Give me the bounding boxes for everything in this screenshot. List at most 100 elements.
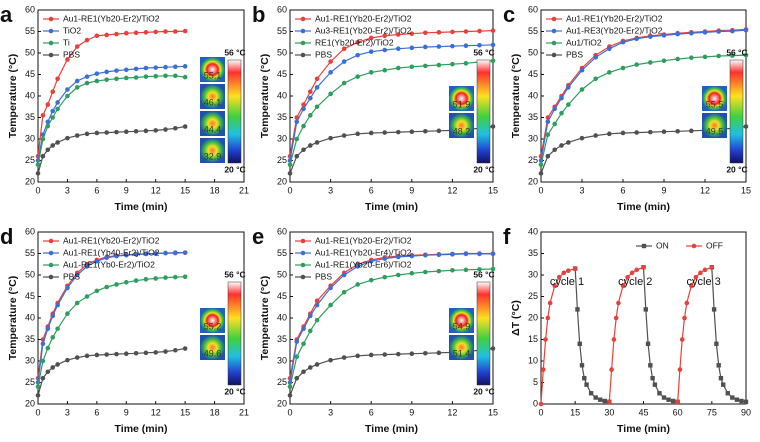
series-line <box>289 60 494 165</box>
data-point <box>490 251 496 257</box>
data-point <box>718 376 724 381</box>
data-point <box>123 252 129 258</box>
data-point <box>538 162 544 168</box>
x-tick-label: 15 <box>741 185 751 195</box>
x-tick-label: 15 <box>570 407 580 417</box>
y-tick-label: 50 <box>25 269 35 279</box>
data-point <box>114 253 119 259</box>
data-point <box>714 341 719 346</box>
data-point <box>123 129 129 134</box>
thermal-image-label: 54.9 <box>453 321 471 331</box>
legend-marker <box>551 28 557 34</box>
x-tick-label: 6 <box>620 185 625 195</box>
data-point <box>153 73 159 79</box>
data-point <box>50 115 56 120</box>
legend-label: Ti <box>63 37 70 47</box>
data-point <box>65 57 70 62</box>
data-point <box>94 352 100 358</box>
y-axis-label: Temperature (°C) <box>7 54 19 139</box>
x-tick-label: 9 <box>409 185 414 195</box>
legend-marker <box>48 250 54 256</box>
thermal-image <box>200 308 225 333</box>
data-point <box>328 59 333 64</box>
thermal-image <box>200 335 225 360</box>
y-tick-label: 30 <box>25 355 35 365</box>
thermal-image <box>200 111 225 136</box>
x-tick-label: 60 <box>673 407 683 417</box>
data-point <box>368 70 374 75</box>
colorbar-label: 20 °C <box>726 164 747 174</box>
data-point <box>294 354 300 360</box>
data-point <box>368 130 374 136</box>
data-point <box>153 29 159 35</box>
y-tick-label: 60 <box>277 226 287 236</box>
data-point <box>721 382 726 387</box>
data-point <box>40 153 46 159</box>
data-point <box>368 352 374 358</box>
y-tick-label: 20 <box>528 176 538 186</box>
legend-label: PBS <box>315 49 332 59</box>
data-point <box>689 55 694 61</box>
data-point <box>463 61 469 66</box>
thermal-image-label: 44.4 <box>204 124 222 134</box>
panel-label: c <box>503 2 515 27</box>
data-point <box>40 136 46 142</box>
colorbar-label: 20 °C <box>224 386 245 396</box>
legend-label: Au1-RE1(Yb40-Er2)/TiO2 <box>63 247 160 257</box>
data-point <box>409 351 415 356</box>
series-line <box>37 252 186 379</box>
data-point <box>634 130 639 135</box>
data-point <box>579 87 585 92</box>
data-point <box>163 275 168 280</box>
data-point <box>395 272 401 278</box>
data-point <box>670 398 676 404</box>
data-point <box>620 39 626 45</box>
data-point <box>182 346 188 351</box>
y-tick-label: 60 <box>528 4 538 14</box>
x-tick-label: 12 <box>447 407 457 417</box>
data-point <box>436 62 442 68</box>
data-point <box>490 42 496 48</box>
legend-label: RE1(Yb20-Er2)/TiO2 <box>315 37 394 47</box>
y-tick-label: 40 <box>528 90 538 100</box>
thermal-image-label: 49.5 <box>706 126 724 136</box>
data-point <box>182 28 188 34</box>
data-point <box>588 391 594 396</box>
data-point <box>341 133 347 138</box>
legend-marker <box>551 16 557 22</box>
x-tick-label: 12 <box>447 185 457 195</box>
data-point <box>143 128 149 134</box>
data-point <box>55 326 60 332</box>
data-point <box>104 255 109 261</box>
data-point <box>133 252 139 257</box>
thermal-image-label: 48.2 <box>453 126 471 136</box>
data-point <box>182 250 188 255</box>
y-tick-label: 30 <box>25 133 35 143</box>
data-point <box>133 278 139 283</box>
x-tick-label: 12 <box>151 407 161 417</box>
data-point <box>123 280 129 285</box>
colorbar-label: 20 °C <box>224 164 245 174</box>
legend-label: Au1-RE1(Yb0-Er2)/TiO2 <box>63 259 155 269</box>
data-point <box>84 131 90 137</box>
data-point <box>314 140 320 145</box>
legend-label: Au1-RE1(Yb20-Er2)/TiO2 <box>566 13 663 23</box>
data-point <box>666 397 671 402</box>
data-point <box>477 42 482 48</box>
data-point <box>382 130 388 135</box>
data-point <box>543 337 548 342</box>
data-point <box>675 128 680 134</box>
thermal-image-label: 49.6 <box>204 348 222 358</box>
data-point <box>382 47 388 53</box>
x-tick-label: 90 <box>741 407 751 417</box>
data-point <box>308 313 313 319</box>
data-point <box>114 76 119 82</box>
x-tick-label: 3 <box>328 407 333 417</box>
x-tick-label: 9 <box>124 407 129 417</box>
legend-label: PBS <box>63 49 80 59</box>
y-tick-label: 45 <box>528 69 538 79</box>
legend-marker <box>300 28 306 34</box>
data-point <box>301 369 306 375</box>
data-point <box>84 37 90 43</box>
